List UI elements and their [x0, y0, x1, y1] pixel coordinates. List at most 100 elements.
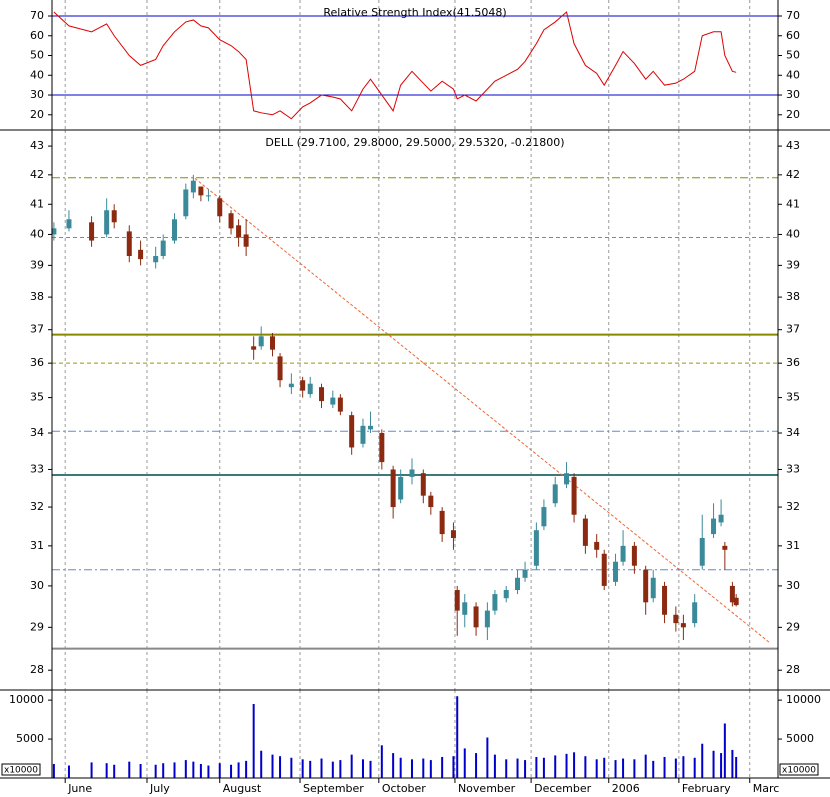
volume-bar	[199, 763, 202, 778]
y-tick-label: 40	[30, 68, 44, 81]
y-tick-label: 5000	[16, 732, 44, 745]
volume-bar	[652, 760, 655, 778]
candle-body	[522, 569, 528, 578]
candle-body	[66, 219, 72, 229]
candle-body	[692, 602, 698, 624]
candle-body	[205, 195, 211, 197]
volume-bar	[245, 760, 248, 778]
volume-bar	[682, 756, 685, 778]
y-tick-label: 10000	[9, 693, 44, 706]
candle-body	[613, 561, 619, 582]
volume-bar	[475, 753, 478, 778]
volume-bar	[542, 757, 545, 778]
y-tick-label: 60	[786, 29, 800, 42]
volume-bar	[524, 760, 527, 778]
y-tick-label: 50	[30, 49, 44, 62]
candle-body	[428, 495, 434, 508]
candle-body	[337, 397, 343, 412]
candle-body	[368, 425, 374, 430]
volume-bar	[162, 763, 165, 778]
candle-body	[409, 469, 415, 477]
candle-body	[228, 213, 234, 229]
volume-bar	[505, 759, 508, 778]
volume-bar	[701, 743, 704, 778]
candle-body	[349, 415, 355, 448]
candle-body	[631, 545, 637, 566]
volume-bar	[392, 753, 395, 778]
volume-bar	[441, 756, 444, 778]
volume-bar	[565, 753, 568, 778]
panel-title: Relative Strength Index(41.5048)	[323, 6, 506, 19]
candle-body	[288, 383, 294, 388]
candle-body	[673, 614, 679, 624]
volume-bar	[260, 750, 263, 778]
candle-body	[462, 602, 468, 615]
volume-bar	[230, 764, 233, 778]
volume-bar	[52, 763, 55, 778]
volume-bar	[693, 757, 696, 778]
candle-body	[160, 240, 166, 257]
volume-bar	[731, 749, 734, 778]
candle-body	[153, 256, 159, 263]
y-tick-label: 32	[30, 500, 44, 513]
candle-body	[420, 473, 426, 496]
volume-bar	[271, 754, 274, 778]
volume-bar	[154, 764, 157, 778]
volume-bar	[735, 756, 738, 778]
candle-body	[454, 589, 460, 611]
y-tick-label: 40	[30, 227, 44, 240]
candle-body	[450, 530, 456, 538]
x-tick-label: February	[682, 782, 731, 795]
y-tick-label: 30	[786, 579, 800, 592]
candle-body	[243, 234, 249, 247]
x-tick-label: October	[382, 782, 426, 795]
y-tick-label: 31	[30, 539, 44, 552]
rsi-line	[53, 11, 737, 120]
y-tick-label: 34	[786, 426, 800, 439]
volume-bar	[113, 764, 116, 778]
y-tick-label: 50	[786, 49, 800, 62]
candle-body	[718, 514, 724, 523]
candle-body	[217, 198, 223, 217]
x-tick-label: July	[149, 782, 170, 795]
volume-bar	[633, 759, 636, 778]
candle-body	[711, 518, 717, 535]
y-tick-label: 60	[30, 29, 44, 42]
volume-bar	[712, 750, 715, 778]
volume-bar	[309, 760, 312, 778]
x-tick-label: June	[67, 782, 92, 795]
y-tick-label: 30	[30, 579, 44, 592]
volume-bar	[331, 761, 334, 778]
candle-body	[190, 180, 196, 193]
candle-body	[601, 553, 607, 586]
volume-bar	[128, 761, 131, 778]
y-tick-label: 36	[786, 356, 800, 369]
volume-bar	[339, 760, 342, 778]
volume-bar	[516, 758, 519, 778]
candle-body	[541, 507, 547, 527]
x-tick-label: Marc	[753, 782, 780, 795]
volume-bar	[674, 758, 677, 778]
y-tick-label: 37	[786, 323, 800, 336]
candle-body	[650, 577, 656, 599]
volume-bar	[173, 762, 176, 778]
candle-body	[330, 397, 336, 405]
y-tick-label: 70	[30, 9, 44, 22]
unit-label: x10000	[782, 766, 816, 776]
y-tick-label: 40	[786, 68, 800, 81]
candle-body	[236, 225, 242, 238]
y-tick-label: 30	[786, 88, 800, 101]
volume-bar	[67, 765, 70, 778]
volume-bar	[350, 754, 353, 778]
candle-body	[277, 356, 283, 381]
candle-body	[503, 589, 509, 599]
volume-bar	[456, 696, 459, 778]
x-tick-label: 2006	[612, 782, 640, 795]
volume-bar	[290, 757, 293, 778]
volume-bar	[573, 752, 576, 778]
candle-body	[300, 380, 306, 391]
candle-body	[183, 189, 189, 217]
volume-bar	[361, 759, 364, 778]
